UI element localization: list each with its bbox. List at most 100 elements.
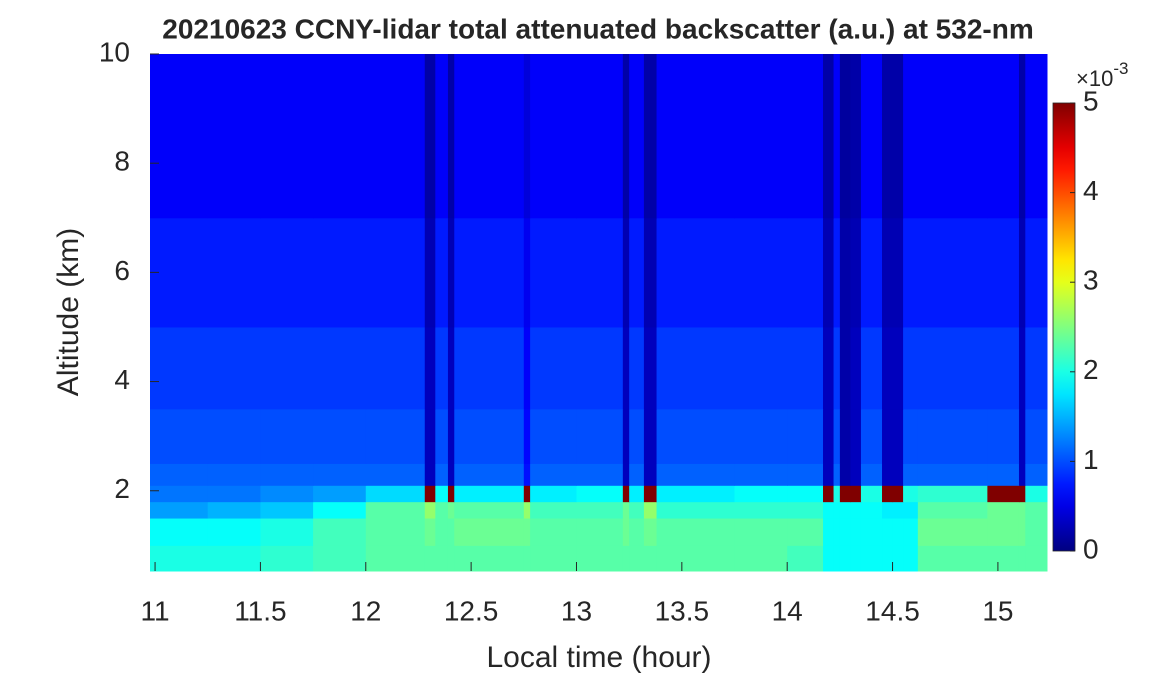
heatmap-cell (734, 463, 788, 486)
heatmap-cell (823, 518, 835, 546)
heatmap-cell (987, 326, 1020, 410)
heatmap-cell (622, 54, 630, 219)
heatmap-cell (882, 463, 894, 486)
heatmap-cell (435, 518, 449, 546)
heatmap-cell (576, 54, 624, 219)
heatmap-cell (365, 501, 426, 519)
heatmap-cell (987, 485, 1020, 503)
heatmap-cell (823, 501, 835, 519)
heatmap-cell (150, 545, 209, 572)
heatmap-cell (823, 545, 835, 572)
heatmap-cell (447, 408, 455, 464)
heatmap-cell (454, 54, 525, 219)
heatmap-cell (987, 463, 1020, 486)
heatmap-cell (447, 54, 455, 219)
heatmap-cell (882, 518, 894, 546)
heatmap-cell (882, 501, 894, 519)
heatmap-cell (622, 463, 630, 486)
heatmap-cell (860, 518, 883, 546)
heatmap-cell (207, 54, 261, 219)
heatmap-cell (860, 54, 883, 219)
heatmap-cell (424, 545, 436, 572)
heatmap-cell (530, 485, 577, 503)
heatmap-cell (313, 545, 367, 572)
heatmap-cell (207, 463, 261, 486)
heatmap-cell (839, 54, 851, 219)
heatmap-cell (860, 485, 883, 503)
heatmap-cell (823, 408, 835, 464)
heatmap-cell (860, 545, 883, 572)
heatmap-cell (365, 217, 426, 328)
heatmap-cell (734, 54, 788, 219)
heatmap-cell (839, 485, 851, 503)
heatmap-cell (643, 485, 658, 503)
colorbar-tick-label: 4 (1083, 175, 1099, 206)
heatmap-cell (987, 518, 1020, 546)
heatmap-cell (839, 501, 851, 519)
heatmap-cell (447, 518, 455, 546)
heatmap-cell (365, 518, 426, 546)
heatmap-cell (365, 408, 426, 464)
x-tick-label: 11 (141, 595, 170, 626)
heatmap-cell (833, 326, 841, 410)
y-tick-label: 6 (114, 255, 130, 286)
heatmap-cell (1018, 485, 1026, 503)
heatmap-cell (643, 326, 658, 410)
heatmap-cell (823, 326, 835, 410)
heatmap-cell (260, 518, 314, 546)
heatmap-cell (1018, 408, 1026, 464)
heatmap-cell (629, 545, 645, 572)
heatmap-cell (987, 217, 1020, 328)
heatmap-cell (365, 485, 426, 503)
heatmap-cell (424, 501, 436, 519)
heatmap-cell (622, 501, 630, 519)
heatmap-cell (882, 54, 894, 219)
heatmap-cell (424, 408, 436, 464)
heatmap-cell (903, 518, 919, 546)
y-tick-label: 8 (114, 146, 130, 177)
heatmap-cell (656, 54, 736, 219)
heatmap-cell (523, 217, 531, 328)
heatmap-cell (1025, 485, 1048, 503)
heatmap-cell (260, 463, 314, 486)
heatmap-cell (629, 463, 645, 486)
axes: 11 11.5 12 12.5 13 13.5 14 14.5 15 2 4 6 8 10 (99, 36, 1014, 626)
x-tick-label: 12.5 (444, 595, 499, 626)
heatmap-cell (917, 518, 988, 546)
heatmap-cell (903, 408, 919, 464)
heatmap-cell (629, 501, 645, 519)
heatmap-cell (260, 408, 314, 464)
heatmap-cell (892, 326, 904, 410)
heatmap-cell (435, 485, 449, 503)
heatmap-cell (903, 545, 919, 572)
heatmap-cell (523, 518, 531, 546)
heatmap-cell (643, 463, 658, 486)
heatmap-cell (260, 545, 314, 572)
heatmap-cell (530, 545, 577, 572)
heatmap-cell (260, 501, 314, 519)
y-axis-label: Altitude (km) (52, 228, 85, 396)
heatmap-cell (987, 54, 1020, 219)
heatmap-cell (629, 518, 645, 546)
heatmap-cell (150, 326, 209, 410)
x-tick-label: 13 (561, 595, 592, 626)
heatmap-cell (1018, 326, 1026, 410)
heatmap-cell (850, 54, 862, 219)
heatmap-cell (987, 545, 1020, 572)
heatmap-cell (622, 408, 630, 464)
y-tick-label: 2 (114, 473, 130, 504)
heatmap-cell (260, 217, 314, 328)
heatmap-cell (530, 501, 577, 519)
heatmap-cell (424, 485, 436, 503)
x-tick-label: 12 (350, 595, 381, 626)
heatmap-cell (454, 217, 525, 328)
heatmap-cell (365, 463, 426, 486)
heatmap-cell (850, 545, 862, 572)
heatmap-cell (576, 463, 624, 486)
heatmap-cell (150, 54, 209, 219)
heatmap-cell (424, 518, 436, 546)
heatmap-cell (629, 485, 645, 503)
heatmap-cell (787, 501, 824, 519)
heatmap-cell (850, 326, 862, 410)
heatmap-cell (833, 518, 841, 546)
